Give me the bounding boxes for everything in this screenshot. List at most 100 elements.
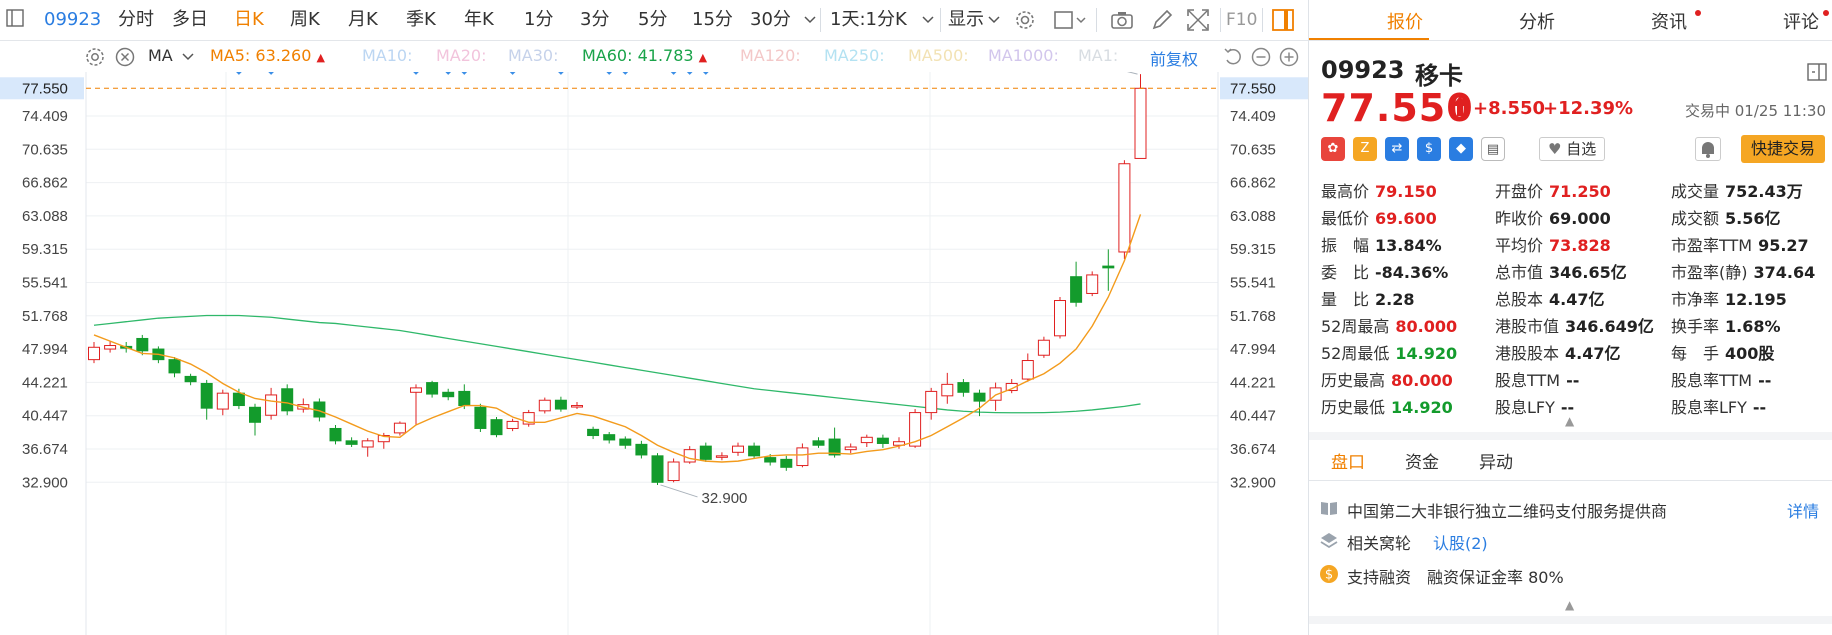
panel-toggle-icon[interactable] <box>1272 8 1294 32</box>
sidebar-toggle-icon[interactable] <box>6 8 24 32</box>
candle-down <box>168 359 181 374</box>
candle-down <box>200 382 213 409</box>
tab-intraday[interactable]: 分时 <box>118 9 154 30</box>
gear-icon[interactable] <box>1014 8 1036 32</box>
margin-icon[interactable]: Z <box>1353 137 1377 161</box>
connect-icon[interactable]: ⇄ <box>1385 137 1409 161</box>
toolbar-divider <box>820 8 821 32</box>
camera-icon[interactable] <box>1110 8 1134 32</box>
subtab-movement[interactable]: 异动 <box>1479 453 1513 473</box>
ma250-legend: MA250: <box>824 46 885 65</box>
quote-field: 最低价 69.600 <box>1321 205 1437 229</box>
tab-daily-k[interactable]: 日K <box>234 9 264 30</box>
alert-bell-icon[interactable] <box>1695 137 1721 161</box>
tab-multi-day[interactable]: 多日 <box>172 9 208 30</box>
candlestick-chart[interactable]: 77.550 77.550 74.409 70.635 66.862 63.088 59.… <box>0 72 1308 635</box>
tab-quote[interactable]: 报价 <box>1387 12 1423 33</box>
arrow-up-icon <box>1451 94 1469 118</box>
tab-30min[interactable]: 30分 <box>750 9 791 30</box>
candle-down <box>699 445 712 460</box>
layers-icon <box>1319 530 1339 550</box>
chart-plot-area <box>0 72 1308 635</box>
interval-select[interactable]: 1天:1分K <box>830 8 907 32</box>
y-tick-label: 74.409 <box>1230 108 1276 125</box>
pen-draw-icon[interactable] <box>1150 8 1174 32</box>
quote-field: 52周最高 80.000 <box>1321 313 1457 337</box>
dollar-icon[interactable]: $ <box>1417 137 1441 161</box>
candle-up <box>361 440 374 448</box>
quote-field: 52周最低 14.920 <box>1321 340 1457 364</box>
subtab-capital[interactable]: 资金 <box>1405 453 1439 473</box>
tag-icon[interactable]: ◆ <box>1449 137 1473 161</box>
tab-3min[interactable]: 3分 <box>580 9 610 30</box>
interval-chevron-icon[interactable] <box>922 8 934 32</box>
hk-flag-icon[interactable]: ✿ <box>1321 137 1345 161</box>
candle-down <box>281 388 294 412</box>
quote-field-value: 95.27 <box>1758 236 1809 255</box>
candle-up <box>265 394 278 416</box>
section-divider <box>1309 432 1832 440</box>
tab-5min[interactable]: 5分 <box>638 9 668 30</box>
stock-code-tab[interactable]: 09923 <box>44 9 102 30</box>
display-chevron-icon[interactable] <box>988 8 1000 32</box>
last-price: 77.550 <box>1321 86 1474 130</box>
quote-field-value: 2.28 <box>1375 290 1415 309</box>
candle-up <box>1021 360 1034 380</box>
subtab-orderbook[interactable]: 盘口 <box>1331 453 1365 473</box>
panel-layout-icon[interactable] <box>1807 62 1827 82</box>
candle-down <box>635 443 648 456</box>
fullscreen-icon[interactable] <box>1186 8 1210 32</box>
zoom-in-icon[interactable] <box>1278 46 1300 68</box>
tab-news[interactable]: 资讯 <box>1651 12 1687 33</box>
warrants-link[interactable]: 认股(2) <box>1433 534 1488 553</box>
tab-15min[interactable]: 15分 <box>692 9 733 30</box>
candle-down <box>329 427 342 442</box>
period-more-icon[interactable] <box>804 8 816 32</box>
event-marker <box>460 72 468 75</box>
watchlist-button[interactable]: ♥ 自选 <box>1539 137 1606 161</box>
expand-icon[interactable]: ▲ <box>1565 598 1575 612</box>
quote-field-value: 80.000 <box>1395 317 1458 336</box>
coin-icon: $ <box>1319 564 1339 584</box>
quote-field-label: 每 手 <box>1671 344 1720 363</box>
ma5-label: MA5: <box>210 46 251 65</box>
gear-icon[interactable] <box>84 46 106 68</box>
quote-field-label: 52周最高 <box>1321 317 1390 336</box>
tab-comments[interactable]: 评论 <box>1783 12 1819 33</box>
quote-field-value: -84.36% <box>1375 263 1449 282</box>
quote-field-value: 69.600 <box>1375 209 1437 228</box>
display-menu[interactable]: 显示 <box>948 8 984 32</box>
note-icon[interactable]: ▤ <box>1481 137 1505 161</box>
close-icon[interactable] <box>114 46 136 68</box>
quick-trade-button[interactable]: 快捷交易 <box>1741 135 1825 163</box>
quote-field-value: 752.43万 <box>1725 182 1803 201</box>
y-tick-label: 59.315 <box>22 241 68 258</box>
candles <box>88 74 1147 485</box>
current-price-line: 77.550 77.550 <box>0 77 1308 100</box>
tab-quarterly-k[interactable]: 季K <box>406 9 436 30</box>
event-markers <box>235 72 710 75</box>
quote-field: 市净率 12.195 <box>1671 286 1787 310</box>
tab-analysis[interactable]: 分析 <box>1519 12 1555 33</box>
undo-icon[interactable] <box>1222 46 1244 68</box>
indicator-select[interactable]: MA <box>148 46 173 65</box>
indicator-chevron-icon[interactable] <box>182 48 194 66</box>
zoom-out-icon[interactable] <box>1250 46 1272 68</box>
tab-1min[interactable]: 1分 <box>524 9 554 30</box>
quote-field: 股息率TTM -- <box>1671 367 1771 391</box>
detail-link[interactable]: 详情 <box>1787 502 1820 521</box>
tab-yearly-k[interactable]: 年K <box>464 9 494 30</box>
tab-monthly-k[interactable]: 月K <box>348 9 378 30</box>
candle-up <box>506 420 519 429</box>
f10-button[interactable]: F10 <box>1226 10 1258 30</box>
quote-field-label: 开盘价 <box>1495 182 1544 201</box>
quote-field: 总股本 4.47亿 <box>1495 286 1605 310</box>
adjust-select[interactable]: 前复权 <box>1150 50 1199 69</box>
ma60-series <box>93 314 1141 414</box>
layout-square-icon[interactable] <box>1054 8 1088 32</box>
candle-up <box>88 346 100 361</box>
tab-weekly-k[interactable]: 周K <box>290 9 320 30</box>
collapse-icon[interactable]: ▲ <box>1565 414 1575 428</box>
candle-down <box>1070 276 1083 303</box>
candle-down <box>764 457 777 463</box>
